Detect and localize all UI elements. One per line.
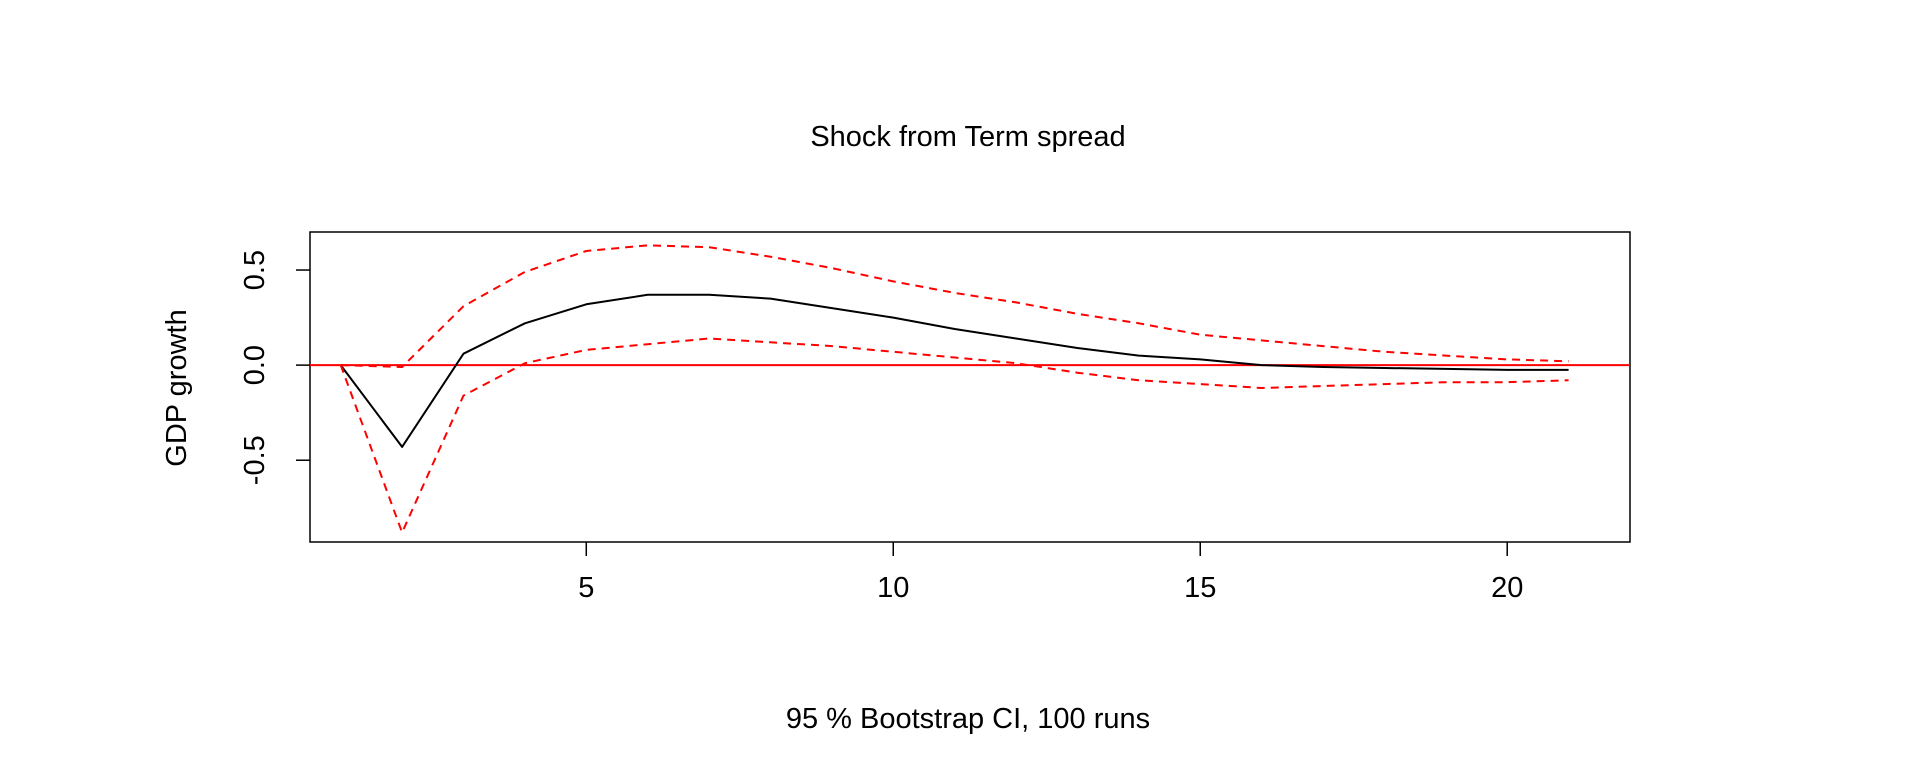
upper-ci-line	[340, 244, 1569, 368]
x-tick-label: 5	[578, 572, 594, 604]
y-tick-label: 0.0	[239, 345, 271, 385]
x-tick-label: 20	[1491, 572, 1523, 604]
y-tick-label: 0.5	[239, 250, 271, 290]
chart-title: Shock from Term spread	[810, 121, 1125, 153]
lower-ci-line	[339, 337, 1569, 534]
y-tick-label: -0.5	[239, 435, 271, 485]
plot-area: 5 10 15 20 -0.5 0.0 0.5	[239, 231, 1631, 604]
x-tick-label: 10	[877, 572, 909, 604]
x-tick-label: 15	[1184, 572, 1216, 604]
irf-line	[339, 293, 1569, 448]
y-axis-label: GDP growth	[161, 309, 193, 466]
plot-frame	[309, 231, 1631, 543]
x-axis-label: 95 % Bootstrap CI, 100 runs	[786, 703, 1150, 735]
